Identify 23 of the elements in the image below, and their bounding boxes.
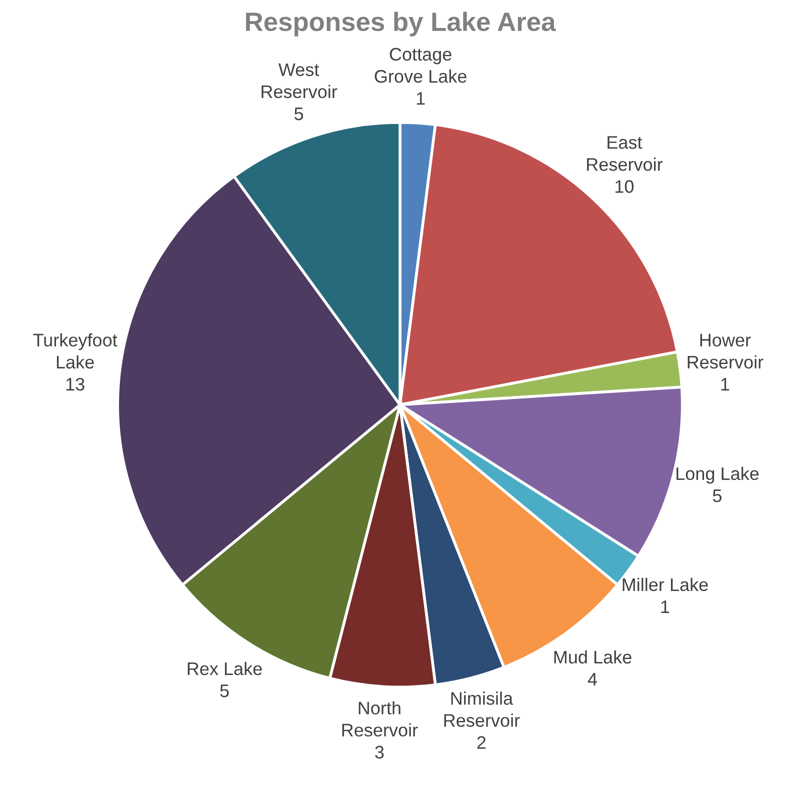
data-label: 13 xyxy=(66,378,84,391)
data-label: 4 xyxy=(588,673,598,686)
data-label: 5 xyxy=(294,108,304,120)
slice-label: Turkeyfoot Lake xyxy=(33,333,118,369)
slice-label: Rex Lake xyxy=(188,662,262,676)
chart-title: Responses by Lake Area xyxy=(246,12,556,36)
data-label: 1 xyxy=(661,600,670,614)
data-label: 2 xyxy=(477,736,486,749)
data-label: 1 xyxy=(416,92,425,105)
slice-label: Cottage Grove Lake xyxy=(374,48,466,83)
slice-label: Nimisila Reservoir xyxy=(444,692,520,727)
slice-label: Long Lake xyxy=(676,466,759,484)
data-label: 3 xyxy=(375,746,384,759)
slice-label: East Reservoir xyxy=(587,136,663,171)
data-label: 1 xyxy=(721,378,730,390)
slice-label: Miller Lake xyxy=(622,578,708,592)
slice-label: Mud Lake xyxy=(554,650,632,664)
slice-label: North Reservoir xyxy=(342,701,418,737)
slice-label: Hower Reservoir xyxy=(688,334,764,369)
data-label: 10 xyxy=(616,180,634,193)
data-label: 5 xyxy=(712,490,722,502)
slice-label: West Reservoir xyxy=(262,63,338,98)
data-label: 5 xyxy=(220,684,229,698)
